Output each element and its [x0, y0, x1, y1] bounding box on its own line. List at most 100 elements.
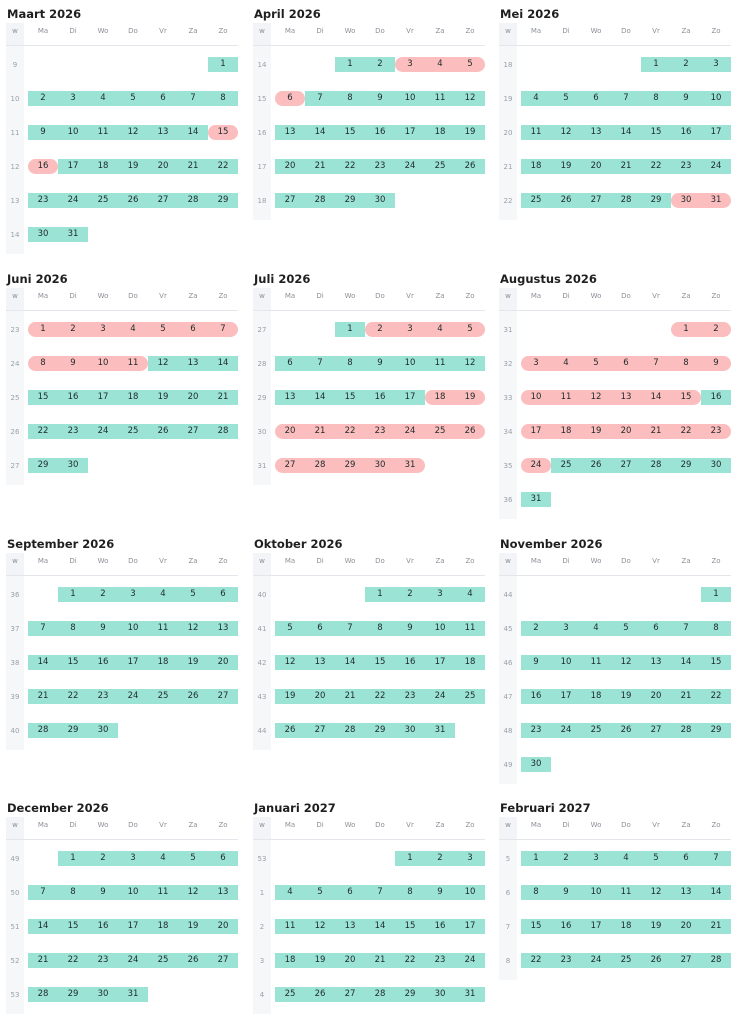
day-number[interactable]: 23: [404, 691, 416, 701]
day-number[interactable]: 22: [67, 691, 79, 701]
day-number[interactable]: 13: [187, 358, 199, 368]
booked-day-bar[interactable]: [551, 424, 581, 439]
available-day-bar[interactable]: [425, 919, 455, 934]
available-day-bar[interactable]: [671, 621, 701, 636]
available-day-bar[interactable]: [521, 91, 551, 106]
available-day-bar[interactable]: [365, 356, 395, 371]
day-number[interactable]: 29: [67, 989, 79, 999]
available-day-bar[interactable]: [305, 689, 335, 704]
day-number[interactable]: 24: [590, 955, 602, 965]
day-number[interactable]: 2: [533, 623, 539, 633]
day-number[interactable]: 18: [434, 127, 446, 137]
available-day-bar[interactable]: [581, 458, 611, 473]
available-day-bar[interactable]: [208, 356, 238, 371]
day-number[interactable]: 26: [284, 725, 296, 735]
day-number[interactable]: 4: [563, 358, 569, 368]
day-number[interactable]: 9: [40, 127, 46, 137]
booked-day-bar[interactable]: [641, 424, 671, 439]
available-day-bar[interactable]: [58, 159, 88, 174]
day-number[interactable]: 18: [127, 392, 139, 402]
booked-day-bar[interactable]: [521, 390, 551, 405]
day-number[interactable]: 16: [530, 691, 542, 701]
available-day-bar[interactable]: [118, 587, 148, 602]
available-day-bar[interactable]: [611, 91, 641, 106]
booked-day-bar[interactable]: [208, 322, 238, 337]
available-day-bar[interactable]: [641, 91, 671, 106]
day-number[interactable]: 9: [437, 887, 443, 897]
available-day-bar[interactable]: [208, 193, 238, 208]
available-day-bar[interactable]: [305, 655, 335, 670]
day-number[interactable]: 16: [97, 657, 109, 667]
booked-day-bar[interactable]: [395, 458, 425, 473]
day-number[interactable]: 21: [187, 161, 199, 171]
available-day-bar[interactable]: [581, 953, 611, 968]
day-number[interactable]: 6: [220, 589, 226, 599]
available-day-bar[interactable]: [425, 356, 455, 371]
day-number[interactable]: 22: [374, 691, 386, 701]
day-number[interactable]: 6: [287, 358, 293, 368]
available-day-bar[interactable]: [28, 919, 58, 934]
available-day-bar[interactable]: [58, 193, 88, 208]
day-number[interactable]: 3: [130, 589, 136, 599]
day-number[interactable]: 25: [620, 955, 632, 965]
day-number[interactable]: 3: [130, 853, 136, 863]
day-number[interactable]: 27: [157, 195, 169, 205]
available-day-bar[interactable]: [58, 91, 88, 106]
available-day-bar[interactable]: [58, 885, 88, 900]
day-number[interactable]: 10: [530, 392, 542, 402]
booked-day-bar[interactable]: [335, 458, 365, 473]
booked-day-bar[interactable]: [275, 424, 305, 439]
available-day-bar[interactable]: [58, 587, 88, 602]
day-number[interactable]: 28: [680, 725, 692, 735]
available-day-bar[interactable]: [335, 953, 365, 968]
available-day-bar[interactable]: [395, 91, 425, 106]
booked-day-bar[interactable]: [88, 356, 118, 371]
day-number[interactable]: 20: [680, 921, 692, 931]
available-day-bar[interactable]: [58, 227, 88, 242]
day-number[interactable]: 28: [37, 989, 49, 999]
day-number[interactable]: 25: [157, 955, 169, 965]
available-day-bar[interactable]: [118, 885, 148, 900]
day-number[interactable]: 30: [97, 989, 109, 999]
available-day-bar[interactable]: [365, 655, 395, 670]
available-day-bar[interactable]: [455, 125, 485, 140]
day-number[interactable]: 11: [464, 623, 476, 633]
day-number[interactable]: 28: [314, 195, 326, 205]
day-number[interactable]: 17: [434, 657, 446, 667]
day-number[interactable]: 6: [220, 853, 226, 863]
available-day-bar[interactable]: [28, 723, 58, 738]
available-day-bar[interactable]: [335, 57, 365, 72]
available-day-bar[interactable]: [641, 125, 671, 140]
available-day-bar[interactable]: [275, 919, 305, 934]
available-day-bar[interactable]: [58, 953, 88, 968]
available-day-bar[interactable]: [455, 689, 485, 704]
day-number[interactable]: 1: [533, 853, 539, 863]
day-number[interactable]: 10: [464, 887, 476, 897]
available-day-bar[interactable]: [671, 125, 701, 140]
day-number[interactable]: 21: [314, 161, 326, 171]
available-day-bar[interactable]: [28, 458, 58, 473]
day-number[interactable]: 19: [590, 426, 602, 436]
booked-day-bar[interactable]: [521, 356, 551, 371]
day-number[interactable]: 21: [217, 392, 229, 402]
available-day-bar[interactable]: [88, 987, 118, 1002]
available-day-bar[interactable]: [178, 91, 208, 106]
day-number[interactable]: 11: [157, 887, 169, 897]
available-day-bar[interactable]: [425, 621, 455, 636]
available-day-bar[interactable]: [148, 919, 178, 934]
available-day-bar[interactable]: [335, 723, 365, 738]
day-number[interactable]: 16: [374, 392, 386, 402]
available-day-bar[interactable]: [28, 227, 58, 242]
available-day-bar[interactable]: [88, 424, 118, 439]
day-number[interactable]: 30: [530, 759, 542, 769]
day-number[interactable]: 19: [127, 161, 139, 171]
day-number[interactable]: 2: [40, 93, 46, 103]
available-day-bar[interactable]: [28, 91, 58, 106]
available-day-bar[interactable]: [641, 851, 671, 866]
day-number[interactable]: 4: [160, 853, 166, 863]
day-number[interactable]: 24: [97, 426, 109, 436]
available-day-bar[interactable]: [58, 655, 88, 670]
day-number[interactable]: 9: [563, 887, 569, 897]
available-day-bar[interactable]: [395, 851, 425, 866]
day-number[interactable]: 7: [683, 623, 689, 633]
